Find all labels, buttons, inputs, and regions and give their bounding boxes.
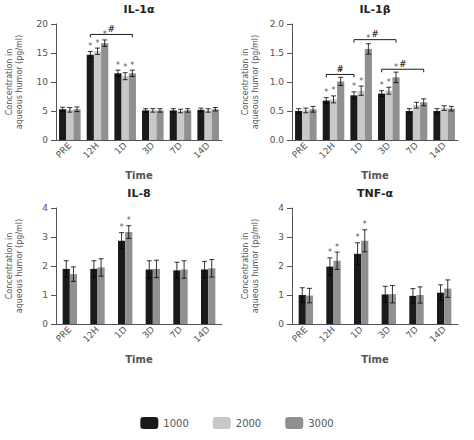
svg-text:*: * [359, 77, 363, 86]
svg-text:#: # [108, 24, 116, 34]
svg-text:Time: Time [361, 354, 389, 365]
svg-text:aqueous humor (pg/ml): aqueous humor (pg/ml) [15, 219, 24, 313]
svg-text:*: * [394, 63, 398, 72]
svg-text:*: * [88, 42, 92, 51]
svg-text:TNF-α: TNF-α [357, 187, 393, 200]
svg-text:1D: 1D [113, 324, 129, 340]
svg-text:*: * [380, 81, 384, 90]
svg-text:0.0: 0.0 [270, 135, 285, 145]
svg-text:*: * [130, 61, 134, 70]
svg-text:4: 4 [278, 203, 284, 213]
svg-text:0: 0 [42, 319, 48, 329]
svg-text:PRE: PRE [290, 140, 310, 160]
svg-text:3: 3 [278, 232, 284, 242]
svg-text:*: * [96, 39, 100, 48]
svg-text:7D: 7D [404, 324, 420, 340]
svg-text:1000: 1000 [163, 418, 188, 429]
svg-text:7D: 7D [168, 324, 184, 340]
svg-text:*: * [116, 61, 120, 70]
svg-text:*: * [324, 88, 328, 97]
svg-text:PRE: PRE [54, 140, 74, 160]
svg-text:1.0: 1.0 [270, 77, 285, 87]
svg-text:Concentration in: Concentration in [5, 49, 14, 115]
svg-text:IL-8: IL-8 [127, 187, 150, 200]
svg-text:aqueous humor (pg/ml): aqueous humor (pg/ml) [251, 219, 260, 313]
svg-text:#: # [371, 29, 379, 39]
svg-text:1.5: 1.5 [270, 48, 284, 58]
svg-text:0: 0 [278, 319, 284, 329]
svg-text:1D: 1D [349, 324, 365, 340]
svg-text:12H: 12H [81, 140, 101, 160]
svg-text:*: * [332, 86, 336, 95]
svg-text:*: * [103, 30, 107, 39]
svg-text:14D: 14D [192, 324, 212, 344]
svg-text:*: * [366, 34, 370, 43]
svg-text:1: 1 [278, 290, 284, 300]
svg-text:3D: 3D [140, 140, 156, 156]
svg-text:#: # [399, 59, 407, 69]
svg-text:4: 4 [42, 203, 48, 213]
svg-text:3D: 3D [140, 324, 156, 340]
svg-text:aqueous humor (pg/ml): aqueous humor (pg/ml) [15, 35, 24, 129]
svg-text:Time: Time [125, 354, 153, 365]
svg-text:Concentration in: Concentration in [241, 49, 250, 115]
svg-text:Concentration in: Concentration in [5, 233, 14, 299]
svg-text:0.5: 0.5 [270, 106, 284, 116]
svg-text:*: * [356, 233, 360, 242]
svg-text:3: 3 [42, 232, 48, 242]
svg-text:12H: 12H [317, 140, 337, 160]
svg-text:2: 2 [42, 261, 48, 271]
svg-text:IL-1β: IL-1β [359, 3, 390, 16]
svg-text:1D: 1D [349, 140, 365, 156]
svg-text:aqueous humor (pg/ml): aqueous humor (pg/ml) [251, 35, 260, 129]
svg-text:2: 2 [278, 261, 284, 271]
svg-text:7D: 7D [404, 140, 420, 156]
svg-text:*: * [387, 78, 391, 87]
svg-text:1: 1 [42, 290, 48, 300]
svg-text:20: 20 [37, 19, 49, 29]
svg-text:14D: 14D [428, 324, 448, 344]
svg-text:10: 10 [37, 77, 49, 87]
svg-text:PRE: PRE [54, 324, 74, 344]
svg-text:Concentration in: Concentration in [241, 233, 250, 299]
svg-text:1D: 1D [113, 140, 129, 156]
svg-text:PRE: PRE [290, 324, 310, 344]
svg-text:*: * [328, 248, 332, 257]
svg-text:IL-1α: IL-1α [124, 3, 155, 16]
svg-text:12H: 12H [317, 324, 337, 344]
svg-text:Time: Time [361, 170, 389, 181]
svg-text:7D: 7D [168, 140, 184, 156]
svg-text:*: * [120, 223, 124, 232]
svg-text:5: 5 [42, 106, 48, 116]
svg-text:Time: Time [125, 170, 153, 181]
svg-text:12H: 12H [81, 324, 101, 344]
svg-text:3000: 3000 [308, 418, 333, 429]
svg-text:15: 15 [37, 48, 48, 58]
svg-text:*: * [363, 220, 367, 229]
svg-text:*: * [335, 243, 339, 252]
svg-text:14D: 14D [428, 140, 448, 160]
svg-text:*: * [127, 216, 131, 225]
svg-text:3D: 3D [376, 140, 392, 156]
svg-text:2.0: 2.0 [270, 19, 285, 29]
svg-text:0: 0 [42, 135, 48, 145]
svg-text:2000: 2000 [236, 418, 261, 429]
svg-text:#: # [336, 64, 344, 74]
svg-text:*: * [123, 63, 127, 72]
svg-text:14D: 14D [192, 140, 212, 160]
svg-text:*: * [352, 82, 356, 91]
svg-text:3D: 3D [376, 324, 392, 340]
